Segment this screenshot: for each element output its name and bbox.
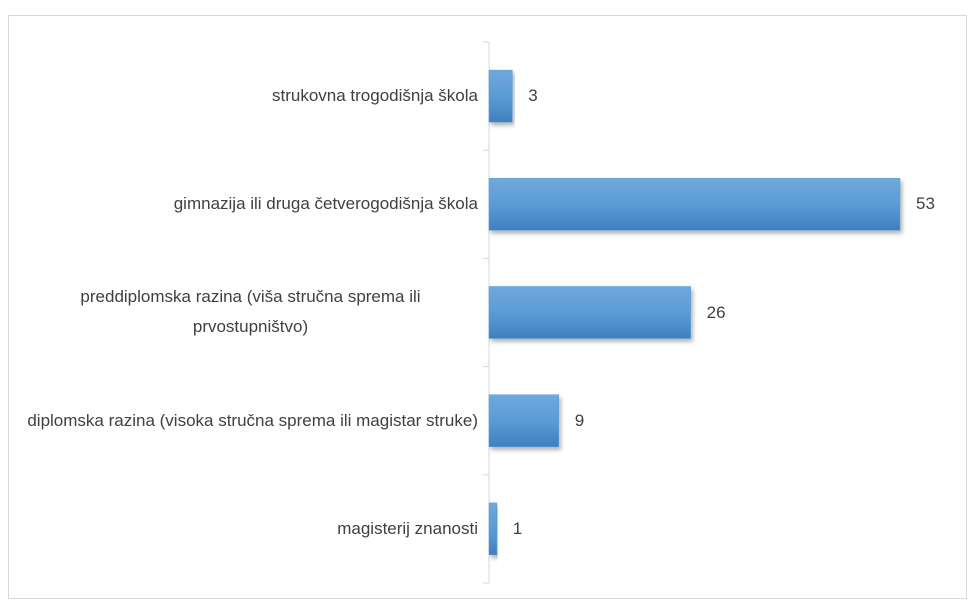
data-label: 53 xyxy=(916,194,935,214)
data-label: 9 xyxy=(574,410,585,430)
bar xyxy=(488,178,901,231)
category-label-text: diplomska razina (visoka stručna sprema … xyxy=(27,410,478,430)
data-label: 3 xyxy=(528,86,538,106)
data-label: 26 xyxy=(706,302,726,322)
y-tick-label: strukovna trogodišnja škola xyxy=(8,42,478,150)
y-tick-label: diplomska razina (visoka stručna sprema … xyxy=(8,367,478,475)
category-label-text: gimnazija ili druga četverogodišnja škol… xyxy=(173,194,478,214)
y-tick-label: preddiplomska razina (viša stručna sprem… xyxy=(8,258,478,366)
data-label: 1 xyxy=(512,518,523,538)
bar xyxy=(488,394,560,447)
category-label-text: strukovna trogodišnja škola xyxy=(271,86,478,106)
y-tick-label: gimnazija ili druga četverogodišnja škol… xyxy=(8,150,478,258)
bar xyxy=(488,69,513,123)
bar xyxy=(488,502,498,556)
y-tick-label: magisterij znanosti xyxy=(8,475,478,583)
bar xyxy=(488,286,691,339)
category-label-text: preddiplomska razina (viša stručna sprem… xyxy=(80,287,421,337)
category-label-text: magisterij znanosti xyxy=(337,518,478,538)
chart-frame xyxy=(8,15,967,599)
